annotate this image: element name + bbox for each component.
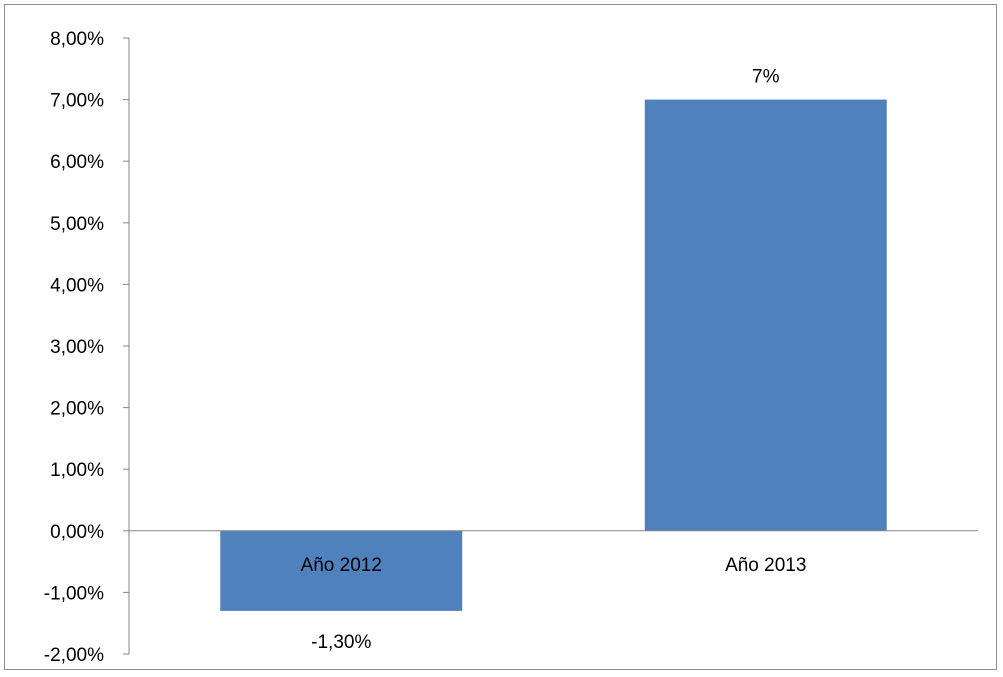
bar (220, 530, 463, 611)
y-tick-label: 6,00% (50, 152, 104, 173)
y-tick-label: 0,00% (50, 522, 104, 543)
y-tick-label: 8,00% (50, 29, 104, 50)
y-tick-label: 4,00% (50, 275, 104, 296)
labels: -1,30% Año 2012 7% Año 2013 (301, 67, 807, 653)
y-tick-label: 3,00% (50, 337, 104, 358)
y-tick-label: 2,00% (50, 399, 104, 420)
y-tick-label: 1,00% (50, 460, 104, 481)
data-label: -1,30% (311, 632, 371, 653)
bar (644, 99, 887, 531)
y-tick-label: 5,00% (50, 214, 104, 235)
y-tick-label: -1,00% (44, 583, 104, 604)
y-tick-label: 7,00% (50, 91, 104, 112)
y-axis: 8,00% 7,00% 6,00% 5,00% 4,00% 3,00% 2,00% 1,00%… (44, 29, 130, 666)
category-label: Año 2013 (725, 555, 806, 576)
data-label: 7% (752, 67, 780, 88)
y-tick-label: -2,00% (44, 645, 104, 666)
bars (220, 99, 887, 611)
category-label: Año 2012 (301, 555, 382, 576)
